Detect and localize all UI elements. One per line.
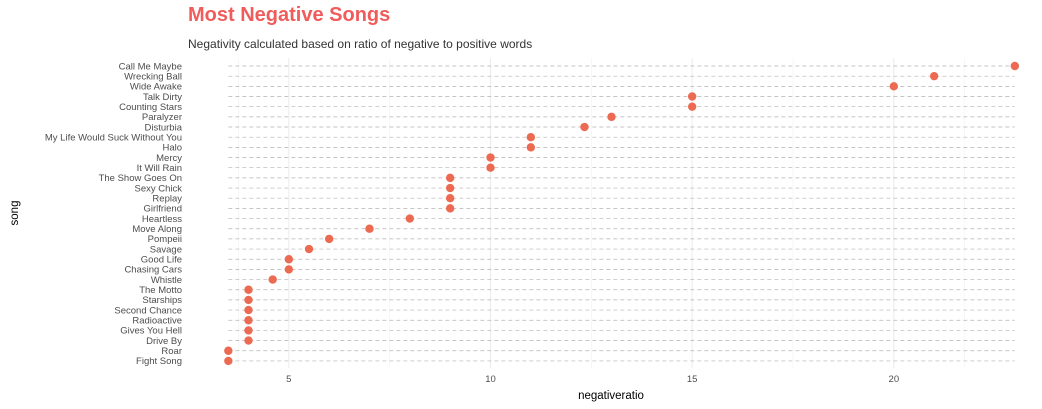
x-tick-label: 5 [286, 374, 291, 385]
y-tick-label: Radioactive [132, 316, 182, 327]
y-tick-label: My Life Would Suck Without You [45, 132, 182, 143]
data-point [268, 275, 277, 284]
y-tick-label: Mercy [156, 153, 182, 164]
data-point [607, 112, 616, 122]
x-tick-label: 10 [485, 374, 496, 385]
data-point [224, 356, 233, 366]
data-point [224, 346, 233, 355]
data-point [929, 71, 939, 81]
data-point [445, 183, 455, 193]
data-point [486, 163, 495, 172]
y-tick-label: Starships [142, 295, 182, 306]
y-tick-label: Girlfriend [143, 204, 182, 215]
y-tick-label: Replay [152, 194, 182, 205]
y-tick-label: Talk Dirty [143, 92, 182, 103]
y-tick-label: Halo [162, 143, 182, 154]
data-point [445, 173, 455, 183]
y-tick-label: The Motto [139, 285, 182, 296]
data-point [687, 92, 697, 101]
data-point [284, 255, 294, 264]
data-point [526, 132, 536, 142]
y-tick-label: Counting Stars [119, 102, 182, 113]
y-tick-label: Move Along [132, 224, 182, 235]
y-tick-label: Paralyzer [142, 112, 182, 123]
y-tick-label: Pompeii [148, 234, 182, 245]
data-point [365, 224, 374, 233]
data-point [445, 204, 455, 213]
y-tick-label: Fight Song [136, 356, 182, 367]
x-axis-title: negativeratio [578, 390, 644, 402]
data-point [304, 244, 314, 254]
data-point [244, 336, 253, 345]
data-points [224, 61, 1020, 366]
data-point [687, 102, 697, 111]
data-point [244, 316, 253, 325]
y-tick-label: It Will Rain [137, 163, 182, 174]
data-point [486, 153, 495, 162]
data-point [580, 122, 589, 132]
data-point [244, 305, 253, 315]
y-tick-label: Heartless [142, 214, 182, 225]
y-tick-label: Roar [161, 346, 182, 357]
y-tick-label: Second Chance [114, 305, 182, 316]
x-tick-label: 15 [687, 374, 698, 385]
chart-title: Most Negative Songs [188, 4, 391, 26]
y-axis-title: song [9, 201, 21, 226]
y-tick-label: Good Life [141, 255, 182, 266]
data-point [284, 265, 294, 274]
y-tick-label: Wrecking Ball [124, 71, 182, 82]
y-tick-label: Disturbia [145, 122, 183, 133]
x-tick-label: 20 [889, 374, 900, 385]
y-tick-label: Wide Awake [130, 82, 182, 93]
chart-subtitle: Negativity calculated based on ratio of … [188, 37, 533, 51]
y-tick-label: Call Me Maybe [119, 61, 182, 72]
y-tick-label: Savage [150, 244, 182, 255]
y-tick-label: The Show Goes On [99, 173, 182, 184]
x-tick-labels: 5 10 15 20 [286, 374, 899, 385]
grid-lines [228, 58, 1015, 368]
data-point [244, 285, 253, 294]
y-tick-label: Chasing Cars [124, 265, 182, 276]
data-point [244, 295, 253, 305]
y-tick-label: Drive By [146, 336, 182, 347]
data-point [405, 214, 415, 223]
data-point [1010, 61, 1020, 71]
y-tick-label: Sexy Chick [134, 183, 182, 194]
data-point [889, 82, 899, 91]
data-point [244, 326, 253, 335]
data-point [445, 194, 455, 203]
data-point [526, 143, 536, 152]
y-tick-label: Gives You Hell [120, 326, 182, 337]
y-tick-label: Whistle [151, 275, 182, 286]
data-point [324, 234, 334, 244]
